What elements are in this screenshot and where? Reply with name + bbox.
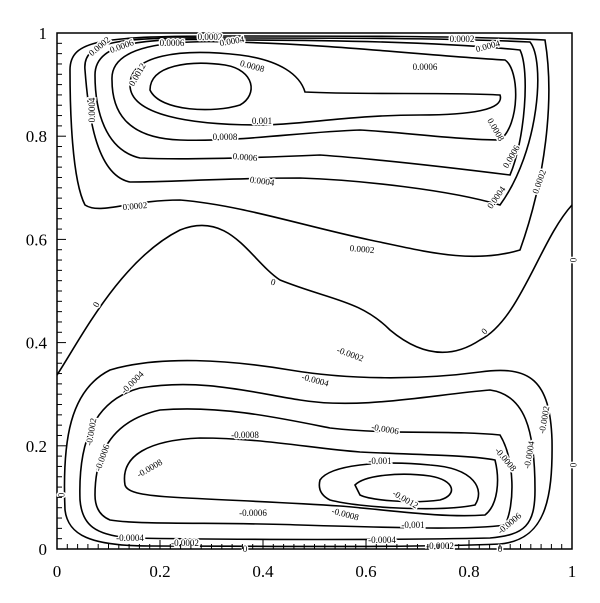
y-tick-label: 0.8	[26, 127, 47, 146]
contour-label: 0.0006	[160, 38, 185, 48]
contour-line	[94, 408, 513, 529]
x-tick-label: 0	[53, 562, 62, 581]
contour-label: 0.001	[252, 116, 272, 126]
contour-label: 0.0006	[232, 151, 258, 163]
x-tick-label: 1	[568, 562, 577, 581]
contour-label: -0.0002	[171, 538, 199, 548]
contour-label: -0.0002	[426, 541, 454, 551]
contour-label: -0.0008	[135, 457, 164, 480]
contour-label: -0.0004	[119, 369, 146, 396]
contour-label: 0	[270, 277, 277, 288]
contour-line	[63, 359, 553, 548]
contour-label: -0.0002	[537, 405, 552, 434]
contour-line	[69, 35, 550, 258]
contour-line	[79, 383, 536, 541]
contour-line	[84, 37, 539, 206]
contour-label: -0.0002	[84, 417, 99, 446]
contour-label: 0.0002	[530, 168, 548, 195]
contour-line	[111, 40, 517, 142]
contour-label: 0.0002	[349, 243, 375, 255]
contour-label: -0.0002	[336, 345, 365, 364]
contour-line	[318, 462, 480, 510]
contour-label: 0.0006	[501, 143, 522, 170]
plot-frame	[56, 32, 573, 550]
contour-label: -0.001	[368, 456, 391, 466]
x-tick-label: 0.4	[252, 562, 274, 581]
contours	[56, 35, 573, 548]
contour-label: -0.0006	[239, 508, 267, 518]
x-tick-label: 0.8	[458, 562, 479, 581]
contour-line	[149, 62, 252, 111]
contour-label: 0.0004	[87, 97, 97, 122]
contour-label: -0.0006	[371, 422, 401, 437]
contour-label: 0.0004	[249, 174, 275, 187]
contour-label: 0.0012	[127, 61, 148, 87]
contour-line	[354, 473, 453, 503]
contour-label: 0	[568, 463, 578, 468]
contour-label: 0.0006	[413, 62, 438, 72]
contour-label: -0.0006	[93, 442, 112, 472]
contour-line	[94, 38, 526, 176]
y-tick-label: 1	[39, 24, 48, 43]
contour-label: 0	[56, 493, 66, 498]
x-tick-label: 0.6	[355, 562, 376, 581]
contour-line	[56, 204, 573, 376]
contour-line	[123, 437, 499, 517]
contour-label: 0	[243, 544, 248, 554]
contour-label: 0.0004	[485, 184, 508, 210]
contour-label: 0.0008	[213, 132, 238, 142]
y-tick-label: 0	[39, 540, 48, 559]
contour-label: -0.0004	[116, 533, 144, 543]
contour-label: 0.0002	[450, 34, 475, 44]
y-tick-label: 0.6	[26, 230, 47, 249]
y-tick-label: 0.4	[26, 334, 48, 353]
contour-label: -0.0004	[368, 535, 396, 545]
contour-label: 0	[498, 544, 503, 554]
contour-label: -0.001	[401, 520, 424, 530]
contour-label: 0.0002	[198, 32, 223, 42]
contour-label: 0	[568, 258, 578, 263]
contour-label: -0.0008	[231, 430, 259, 440]
contour-label: 0.0002	[122, 200, 148, 212]
x-tick-label: 0.2	[149, 562, 170, 581]
contour-line	[129, 51, 502, 126]
contour-label: -0.0008	[331, 506, 361, 523]
contour-label: -0.0012	[391, 488, 420, 511]
y-tick-label: 0.2	[26, 437, 47, 456]
